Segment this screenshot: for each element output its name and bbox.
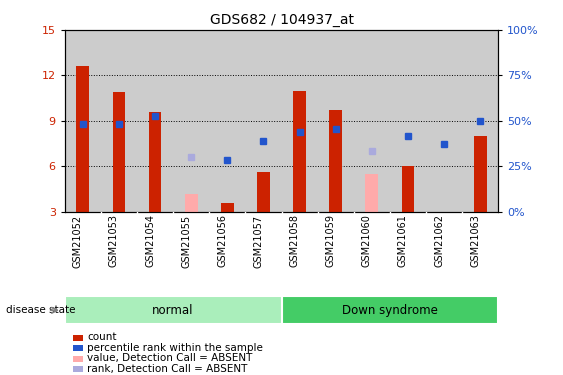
Bar <box>65 30 101 212</box>
Bar <box>293 91 306 212</box>
Bar <box>354 30 390 212</box>
Bar <box>474 136 486 212</box>
Bar <box>365 174 378 212</box>
Bar <box>401 166 414 212</box>
Bar <box>73 356 83 362</box>
Text: Down syndrome: Down syndrome <box>342 304 438 317</box>
Text: GSM21056: GSM21056 <box>217 214 227 267</box>
Bar <box>113 92 125 212</box>
Text: GSM21054: GSM21054 <box>145 214 155 267</box>
Bar <box>77 66 89 212</box>
Text: GSM21053: GSM21053 <box>109 214 119 267</box>
Bar <box>149 112 162 212</box>
Bar <box>185 194 198 212</box>
Text: normal: normal <box>153 304 194 317</box>
Bar <box>329 110 342 212</box>
FancyBboxPatch shape <box>282 296 498 324</box>
Bar <box>73 345 83 351</box>
Bar <box>173 30 209 212</box>
Bar <box>282 30 318 212</box>
Bar <box>245 30 282 212</box>
Text: GSM21058: GSM21058 <box>289 214 300 267</box>
Text: GSM21063: GSM21063 <box>470 214 480 267</box>
Text: GSM21060: GSM21060 <box>362 214 372 267</box>
Bar <box>221 203 234 212</box>
Text: rank, Detection Call = ABSENT: rank, Detection Call = ABSENT <box>87 364 248 374</box>
Text: percentile rank within the sample: percentile rank within the sample <box>87 343 263 353</box>
Text: GSM21062: GSM21062 <box>434 214 444 267</box>
Bar <box>426 30 462 212</box>
Bar <box>318 30 354 212</box>
Text: GSM21052: GSM21052 <box>73 214 83 267</box>
Bar <box>462 30 498 212</box>
Text: GDS682 / 104937_at: GDS682 / 104937_at <box>209 13 354 27</box>
Bar <box>390 30 426 212</box>
Text: GSM21061: GSM21061 <box>398 214 408 267</box>
FancyBboxPatch shape <box>65 296 282 324</box>
Bar <box>73 334 83 340</box>
Text: count: count <box>87 333 117 342</box>
Text: GSM21059: GSM21059 <box>325 214 336 267</box>
Text: GSM21055: GSM21055 <box>181 214 191 267</box>
Bar <box>257 172 270 212</box>
Bar <box>73 366 83 372</box>
Bar <box>209 30 245 212</box>
Text: GSM21057: GSM21057 <box>253 214 263 267</box>
Text: disease state: disease state <box>6 305 75 315</box>
Bar <box>101 30 137 212</box>
Bar <box>137 30 173 212</box>
Text: value, Detection Call = ABSENT: value, Detection Call = ABSENT <box>87 354 253 363</box>
